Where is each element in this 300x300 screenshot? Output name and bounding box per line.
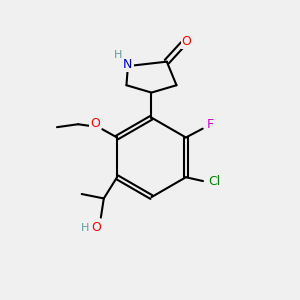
Text: H: H (81, 224, 90, 233)
Text: Cl: Cl (208, 176, 221, 188)
Text: O: O (92, 221, 101, 234)
Text: N: N (123, 58, 133, 71)
Text: H: H (113, 50, 122, 60)
Text: O: O (182, 34, 191, 48)
Text: F: F (206, 118, 214, 131)
Text: O: O (90, 117, 100, 130)
